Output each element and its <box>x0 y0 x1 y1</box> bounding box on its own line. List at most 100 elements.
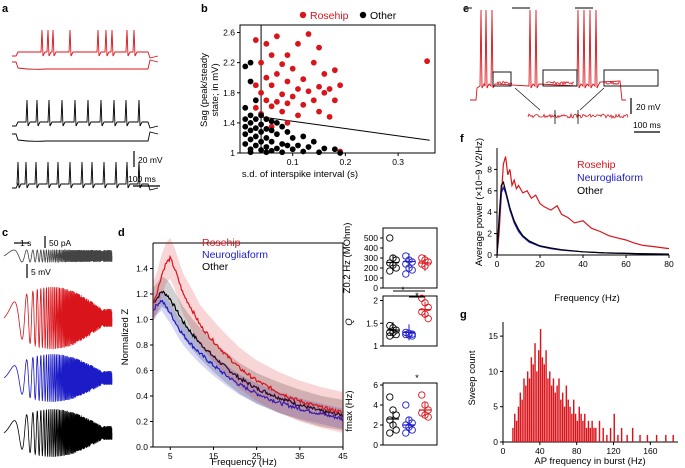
g-bar <box>672 434 674 442</box>
b-point-rosehip <box>316 83 322 90</box>
fmax-point-other <box>392 411 400 419</box>
z-y-tick-label: 100 <box>364 273 378 283</box>
f-legend-rosehip: Rosehip <box>577 159 616 171</box>
b-point-rosehip <box>326 86 333 92</box>
g-bar <box>521 399 523 442</box>
d-y-tick-label: 0.4 <box>136 391 148 401</box>
g-bar <box>584 413 586 442</box>
b-point-other <box>310 138 317 145</box>
g-bar <box>545 350 547 442</box>
b-point-rosehip <box>300 76 307 83</box>
panel-a-traces <box>12 29 159 191</box>
g-bar <box>665 434 667 442</box>
fmax-y-tick-label: 4 <box>373 400 378 410</box>
g-bar <box>528 378 531 442</box>
g-bar <box>574 413 577 442</box>
b-point-rosehip <box>316 108 322 115</box>
b-x-tick-label: 0.1 <box>287 157 299 167</box>
fmax-y-tick-label: 0 <box>373 440 378 450</box>
g-bar <box>567 399 569 442</box>
b-point-rosehip <box>273 33 280 40</box>
e-subthreshold-0 <box>496 80 513 85</box>
fmax-sig-star: * <box>415 373 419 384</box>
g-bar <box>655 434 658 442</box>
b-y-tick-label: 2.6 <box>223 28 235 38</box>
b-point-other <box>263 144 270 150</box>
c-current-scalebar-label: 50 pA <box>49 238 72 248</box>
b-point-other <box>305 144 312 150</box>
g-bar <box>571 413 573 442</box>
fmax-y-tick-label: 6 <box>373 380 378 390</box>
b-point-other <box>258 112 264 119</box>
g-bar <box>582 420 584 442</box>
hyperpolarizing-trace <box>12 59 159 70</box>
e-voltage-scalebar-label: 20 mV <box>636 102 661 112</box>
b-y-axis-label-line2: state; in mV) <box>210 63 221 116</box>
f-y-tick-label: 0 <box>487 250 492 260</box>
f-line-other <box>496 180 670 256</box>
b-point-rosehip <box>258 89 264 96</box>
panel-c-traces <box>3 248 113 458</box>
b-point-rosehip <box>310 59 317 66</box>
b-point-rosehip <box>321 71 328 77</box>
g-bar <box>602 427 604 442</box>
g-bar <box>573 399 575 442</box>
b-point-rosehip <box>284 100 291 107</box>
g-bar <box>549 371 551 442</box>
fmax-y-tick-label: 2 <box>373 420 378 430</box>
b-point-rosehip <box>263 97 270 104</box>
panel-g-histogram: 0 40 80 120 160 0 5 10 15 <box>489 322 678 456</box>
voltage-trace <box>12 29 159 59</box>
g-x-tick-label: 0 <box>501 446 506 456</box>
g-bar <box>514 413 516 442</box>
b-point-other <box>242 104 249 111</box>
z-y-axis-label: Z0.2 Hz (MOhm) <box>342 223 353 294</box>
f-y-tick-label: 8 <box>487 164 492 174</box>
b-point-rosehip <box>284 78 291 85</box>
g-bar <box>639 434 641 442</box>
b-point-other <box>263 135 270 141</box>
b-x-tick-label: 0.2 <box>339 157 351 167</box>
panel-e-traces <box>464 7 659 124</box>
b-point-other <box>263 126 270 132</box>
z-y-tick-label: 400 <box>364 243 378 253</box>
q-frame <box>382 295 438 347</box>
b-point-other <box>268 118 275 125</box>
z-point-neurogliaform <box>408 266 416 274</box>
q-y-tick-label: 1 <box>373 341 378 351</box>
g-x-tick-label: 40 <box>535 446 545 456</box>
b-y-tick-label: 1 <box>230 148 235 158</box>
fmax-point-other <box>386 393 394 401</box>
c-rosehip-response <box>3 286 113 350</box>
f-legend-other: Other <box>577 185 604 197</box>
g-y-tick-label: 0 <box>493 437 498 447</box>
d-line-neurogliaform <box>152 299 344 422</box>
g-bar <box>539 329 542 442</box>
b-x-axis-label: s.d. of interspike interval (s) <box>242 169 358 180</box>
g-bar <box>617 434 619 442</box>
b-point-rosehip <box>263 74 270 81</box>
f-x-tick-label: 20 <box>535 259 545 269</box>
g-y-tick-label: 15 <box>489 331 499 341</box>
b-point-other <box>258 129 264 135</box>
g-bar <box>569 406 571 442</box>
panel-label-g: g <box>460 309 467 321</box>
b-y-tick-label: 1.4 <box>223 118 235 128</box>
b-point-rosehip <box>326 113 333 120</box>
b-point-other <box>273 119 280 126</box>
g-bar <box>613 413 615 442</box>
b-point-rosehip <box>284 52 291 59</box>
b-point-rosehip <box>268 52 275 59</box>
voltage-trace <box>12 161 159 191</box>
panel-label-d: d <box>118 227 125 239</box>
b-point-rosehip <box>268 103 275 110</box>
b-point-other <box>247 112 254 119</box>
g-x-tick-label: 80 <box>572 446 582 456</box>
z-point-neurogliaform <box>402 252 410 260</box>
b-legend-other-marker <box>359 11 367 19</box>
d-inset-q: 1 1.5 2 * * <box>366 285 438 351</box>
d-y-tick-label: 1.4 <box>136 264 148 274</box>
b-point-rosehip <box>263 40 270 47</box>
